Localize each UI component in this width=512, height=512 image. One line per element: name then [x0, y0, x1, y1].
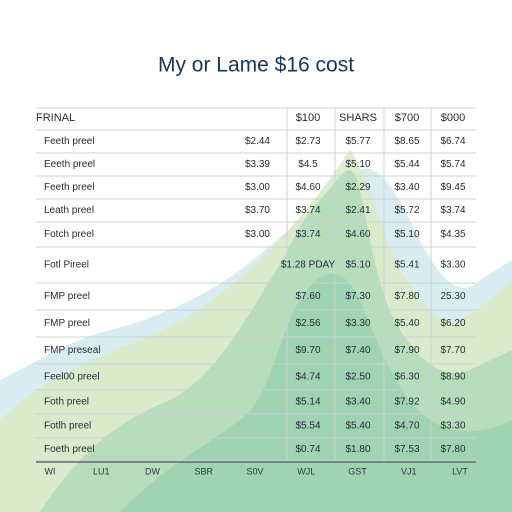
- cell-value: $7.92: [394, 397, 419, 408]
- cell-value: $0.74: [295, 444, 320, 455]
- cell-value: $3.70: [245, 205, 270, 216]
- footer-labels: WI LU1 DW SBR S0V WJL GST VJ1 LVT: [36, 461, 476, 476]
- area-teal: [120, 273, 512, 512]
- cell-value: $3.30: [440, 260, 465, 271]
- row-label: Eeeth preel: [44, 159, 95, 170]
- row-label: Feeth preel: [44, 182, 95, 193]
- cell-value: $5.41: [394, 260, 419, 271]
- cell-value: $8.90: [440, 372, 465, 383]
- row-label: Fotlh preel: [44, 421, 91, 432]
- cell-value: $9.70: [295, 345, 320, 356]
- footer-label: VJ1: [401, 466, 417, 476]
- row-label: Fotl Pireel: [44, 260, 89, 271]
- cell-value: $5.14: [295, 397, 320, 408]
- cell-value: $6.74: [440, 136, 465, 147]
- cell-value: $6.30: [394, 372, 419, 383]
- cell-value: $2.29: [345, 182, 370, 193]
- row-label: Feel00 preel: [44, 372, 100, 383]
- row-label: FMP preel: [44, 318, 90, 329]
- cell-value: $4.60: [295, 182, 320, 193]
- cell-value: $9.45: [440, 182, 465, 193]
- header-cell: FRINAL: [36, 112, 75, 124]
- row-label: Foth preel: [44, 397, 89, 408]
- title: My or Lame $16 cost: [158, 54, 354, 77]
- footer-label: LU1: [93, 466, 110, 476]
- table: FRINAL $100 SHARS $700 $000 Feeth preel $2.44 $…: [36, 107, 476, 462]
- row-label: Fotch preel: [44, 229, 94, 240]
- cell-value: $5.10: [345, 159, 370, 170]
- cell-value: $3.40: [345, 397, 370, 408]
- row-label: Feeth preel: [44, 136, 95, 147]
- cell-value: $4.70: [394, 421, 419, 432]
- cell-value: $2.44: [245, 136, 270, 147]
- cell-value: 25.30: [440, 291, 465, 302]
- cell-value: $3.40: [394, 182, 419, 193]
- row-label: Foeth preel: [44, 444, 95, 455]
- cell-value: $7.30: [345, 291, 370, 302]
- header-cell: $100: [296, 112, 320, 124]
- cell-value: $7.80: [440, 444, 465, 455]
- footer-label: DW: [145, 466, 160, 476]
- cell-value: $8.65: [394, 136, 419, 147]
- cell-value: $2.41: [345, 205, 370, 216]
- row-label: Leath preel: [44, 205, 94, 216]
- cell-value: $1.28 PDAY: [281, 260, 336, 271]
- row-label: FMP preel: [44, 291, 90, 302]
- cell-value: $3.00: [245, 229, 270, 240]
- cell-value: $1.80: [345, 444, 370, 455]
- cell-value: $4.5: [298, 159, 318, 170]
- cell-value: $7.80: [394, 291, 419, 302]
- cell-value: $2.56: [295, 318, 320, 329]
- cell-value: $5.10: [345, 260, 370, 271]
- cell-value: $3.30: [345, 318, 370, 329]
- cell-value: $5.77: [345, 136, 370, 147]
- row-label: FMP preseal: [44, 345, 101, 356]
- footer-label: SBR: [194, 466, 213, 476]
- cell-value: $6.20: [440, 318, 465, 329]
- cell-value: $3.00: [245, 182, 270, 193]
- cell-value: $2.73: [295, 136, 320, 147]
- footer-label: S0V: [246, 466, 263, 476]
- cell-value: $5.10: [394, 229, 419, 240]
- cell-value: $5.44: [394, 159, 419, 170]
- cell-value: $4.35: [440, 229, 465, 240]
- cell-value: $7.53: [394, 444, 419, 455]
- cell-value: $3.39: [245, 159, 270, 170]
- footer-label: WI: [45, 466, 56, 476]
- cell-value: $5.40: [394, 318, 419, 329]
- cell-value: $7.70: [440, 345, 465, 356]
- cell-value: $4.74: [295, 372, 320, 383]
- cell-value: $5.54: [295, 421, 320, 432]
- cell-value: $3.74: [440, 205, 465, 216]
- header-cell: $000: [441, 112, 465, 124]
- cell-value: $5.72: [394, 205, 419, 216]
- cell-value: $7.40: [345, 345, 370, 356]
- cell-value: $4.90: [440, 397, 465, 408]
- cell-value: $3.30: [440, 421, 465, 432]
- footer-label: GST: [348, 466, 367, 476]
- header-cell: SHARS: [339, 112, 377, 124]
- footer-label: WJL: [297, 466, 315, 476]
- cell-value: $5.40: [345, 421, 370, 432]
- cell-value: $7.90: [394, 345, 419, 356]
- cell-value: $3.74: [295, 229, 320, 240]
- cell-value: $3.74: [295, 205, 320, 216]
- cell-value: $2.50: [345, 372, 370, 383]
- cell-value: $4.60: [345, 229, 370, 240]
- cell-value: $7.60: [295, 291, 320, 302]
- footer-label: LVT: [452, 466, 468, 476]
- cell-value: $5.74: [440, 159, 465, 170]
- header-cell: $700: [395, 112, 419, 124]
